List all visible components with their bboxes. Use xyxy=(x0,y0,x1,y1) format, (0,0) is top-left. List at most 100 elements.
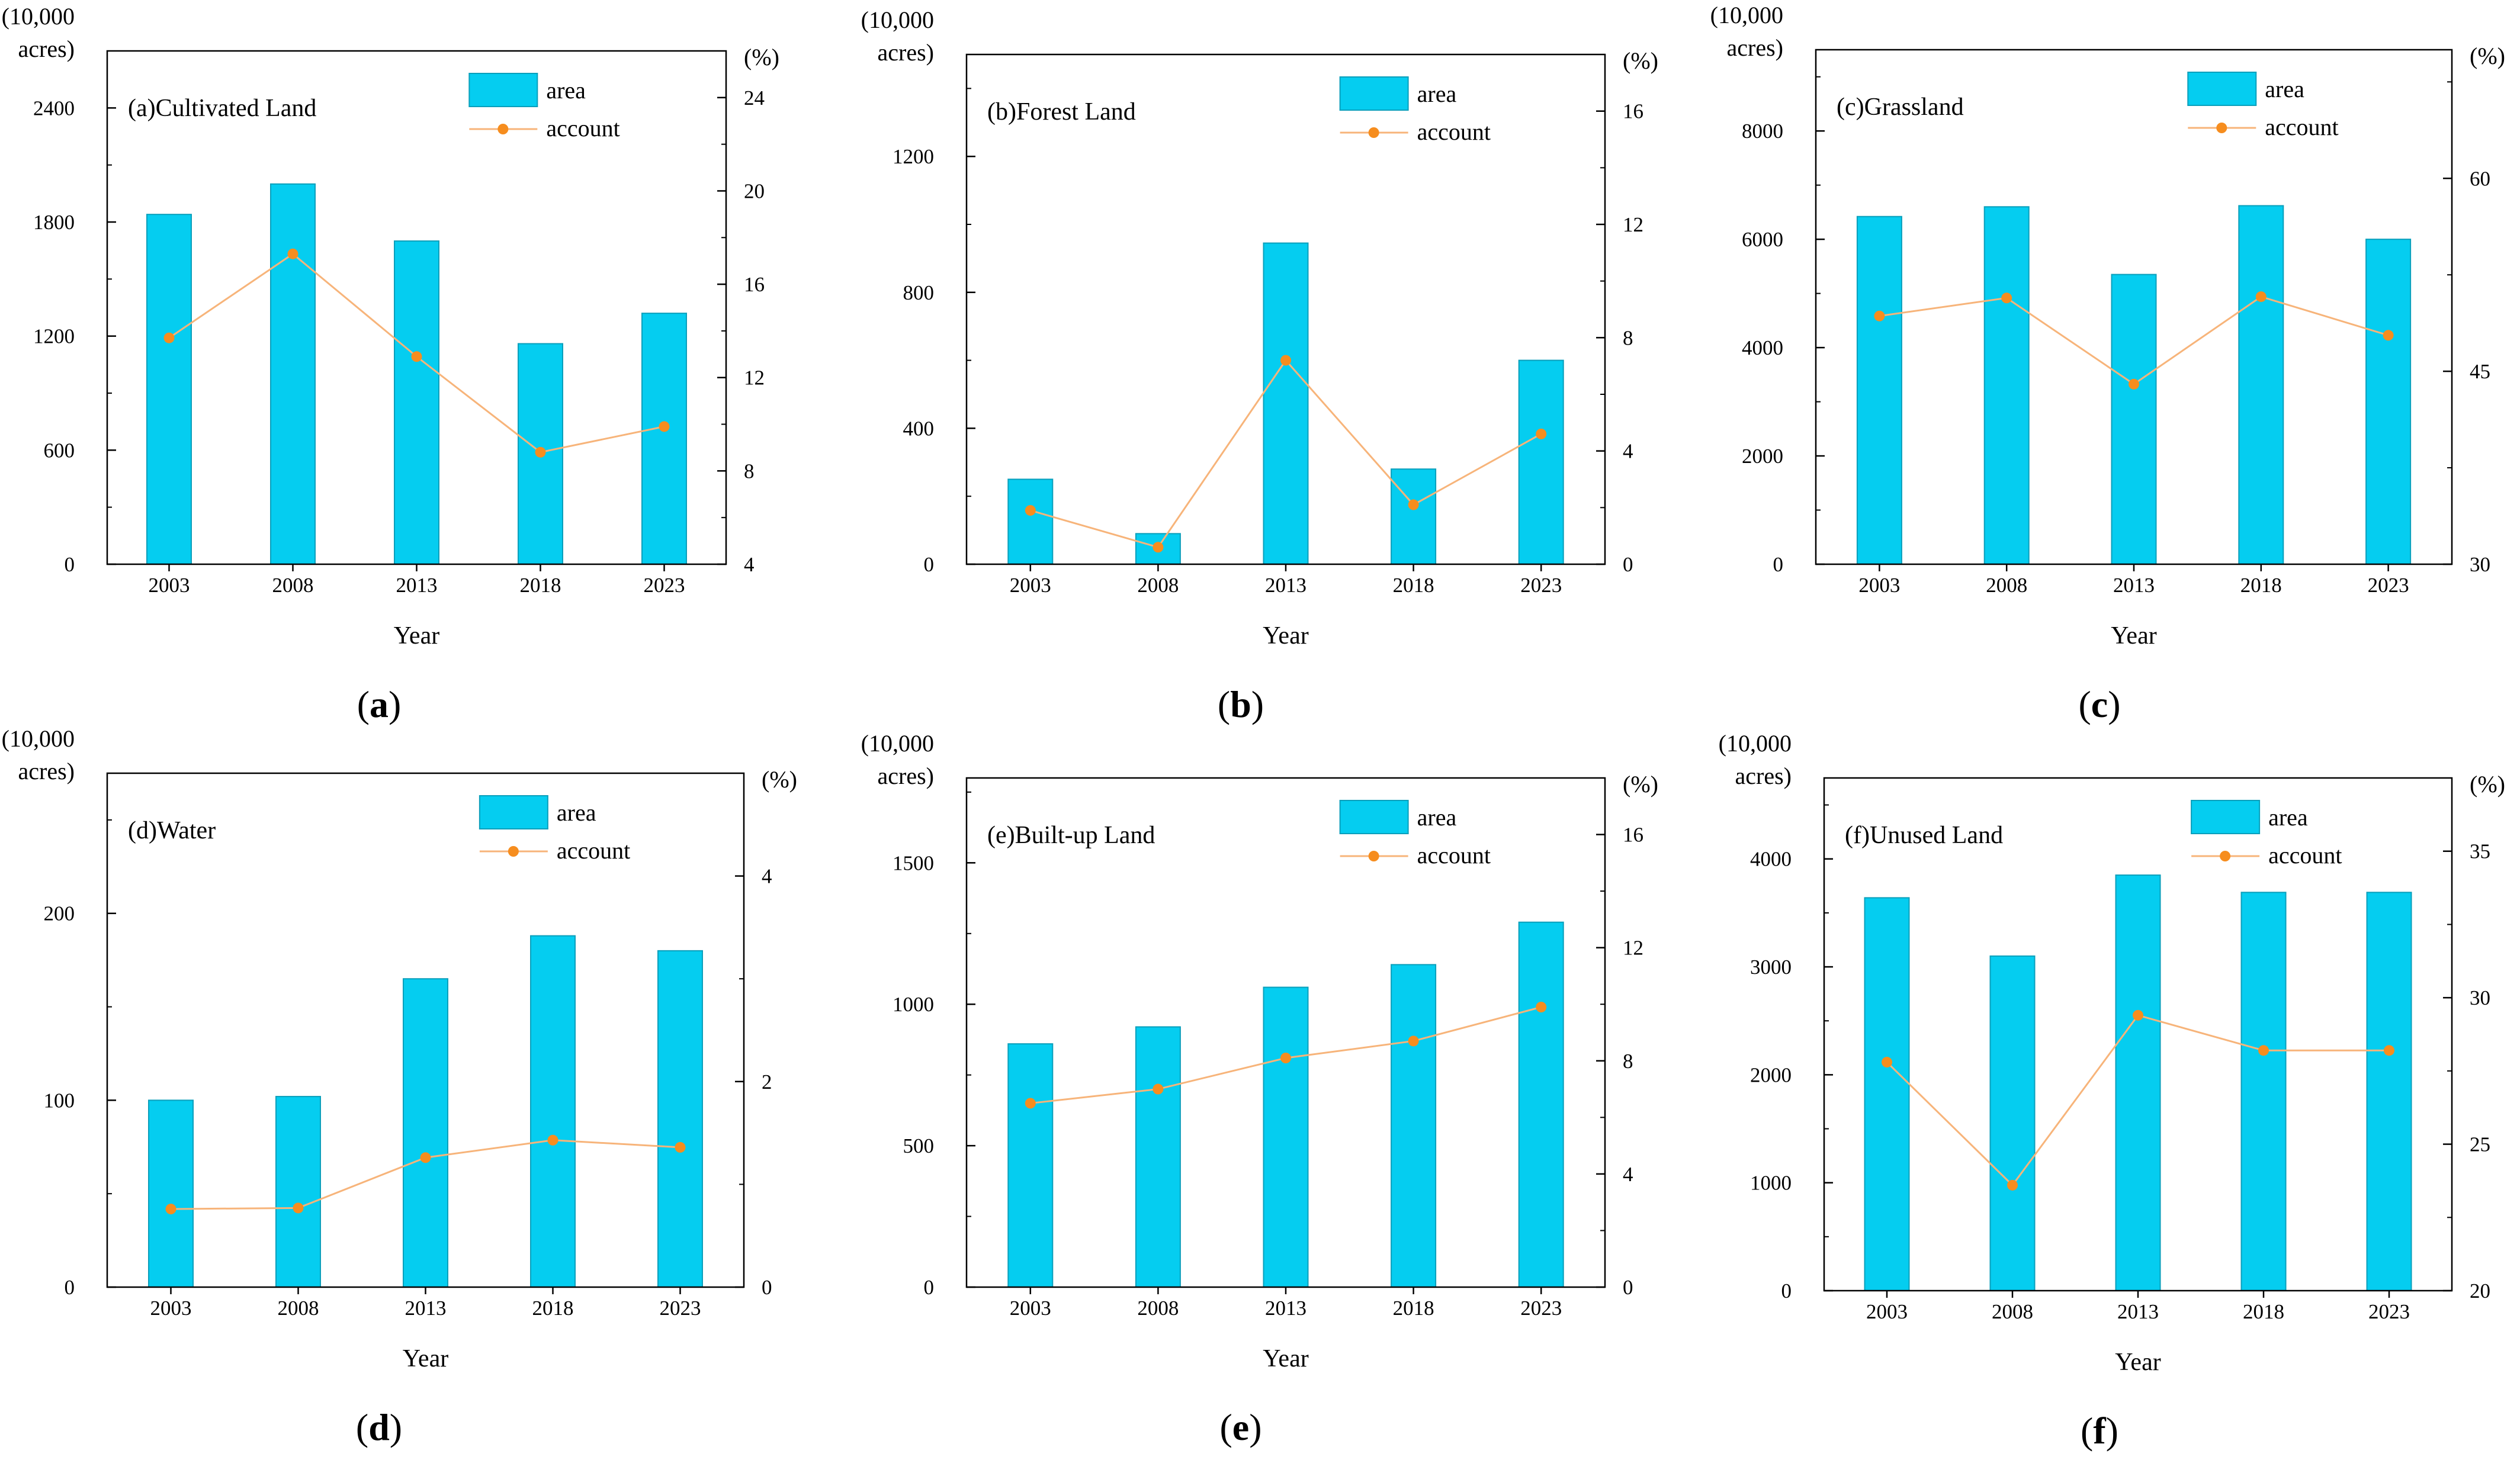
panel-caption: (b) xyxy=(1218,683,1264,725)
bar-area-2023 xyxy=(657,950,703,1288)
x-axis-title: Year xyxy=(403,1345,448,1372)
x-tick-label: 2018 xyxy=(1393,574,1434,597)
x-tick-label: 2023 xyxy=(2368,1300,2410,1323)
bar-area-2018 xyxy=(2238,205,2284,565)
y-left-tick-label: 1200 xyxy=(33,325,75,348)
y-right-tick-label: 12 xyxy=(1623,213,1643,236)
bar-area-2003 xyxy=(148,1099,194,1288)
y-right-unit: (%) xyxy=(762,766,797,793)
y-left-tick-label: 4000 xyxy=(1750,848,1792,871)
x-tick-label: 2003 xyxy=(1866,1300,1908,1323)
y-left-tick-label: 1000 xyxy=(893,993,934,1016)
y-left-tick-label: 600 xyxy=(44,439,75,462)
x-tick-label: 2013 xyxy=(1265,574,1306,597)
y-right-unit: (%) xyxy=(1623,771,1658,797)
y-right-tick-label: 12 xyxy=(744,366,765,390)
panel-f: 2003 2008 2013 2018 2023 0 1000 2000 3000 4000 20 2… xyxy=(1719,730,2505,1452)
y-right-tick-label: 0 xyxy=(1623,553,1633,576)
bar-area-2018 xyxy=(1391,964,1437,1288)
x-axis-title: Year xyxy=(1263,1345,1308,1372)
y-right-tick-label: 4 xyxy=(1623,1163,1633,1186)
y-left-tick-label: 1000 xyxy=(1750,1172,1792,1195)
point-account-2013 xyxy=(1280,355,1291,366)
x-tick-label: 2008 xyxy=(272,574,314,597)
point-account-2008 xyxy=(293,1202,304,1214)
point-account-2023 xyxy=(659,421,670,432)
y-right-unit: (%) xyxy=(1623,47,1658,74)
legend-area-label: area xyxy=(2268,804,2308,831)
y-right-tick-label: 25 xyxy=(2470,1133,2490,1156)
y-right-tick-label: 30 xyxy=(2470,986,2490,1009)
x-tick-label: 2013 xyxy=(1265,1297,1306,1320)
legend-account-marker xyxy=(1368,127,1379,138)
point-account-2013 xyxy=(420,1152,431,1163)
legend-area-swatch xyxy=(479,795,548,829)
x-tick-label: 2013 xyxy=(396,574,438,597)
y-left-unit-line2: acres) xyxy=(1727,34,1783,61)
bar-area-2003 xyxy=(1007,478,1054,565)
legend-area-label: area xyxy=(1417,804,1457,831)
y-left-tick-label: 8000 xyxy=(1742,120,1783,143)
y-left-unit-line1: (10,000 xyxy=(861,7,934,33)
point-account-2023 xyxy=(1536,1002,1547,1012)
panel-caption: (f) xyxy=(2081,1410,2118,1452)
y-left-tick-label: 0 xyxy=(1781,1279,1792,1303)
point-account-2003 xyxy=(1025,1098,1036,1109)
y-left-tick-label: 0 xyxy=(924,553,935,576)
panel-caption: (a) xyxy=(357,683,402,725)
y-left-tick-label: 2000 xyxy=(1750,1063,1792,1086)
legend-account-marker xyxy=(2216,123,2227,133)
panel-b: 2003 2008 2013 2018 2023 0 400 800 1200 0 4 8 12 16 (1… xyxy=(861,7,1658,725)
panel-title: (b)Forest Land xyxy=(987,98,1136,126)
panel-e: 2003 2008 2013 2018 2023 0 500 1000 1500 0 4 8 12 16 (… xyxy=(861,730,1658,1448)
y-right-tick-label: 4 xyxy=(1623,440,1633,463)
legend-area-swatch xyxy=(1339,800,1409,834)
x-axis-title: Year xyxy=(2115,1349,2161,1376)
x-tick-label: 2013 xyxy=(405,1297,447,1320)
legend-account-marker xyxy=(2220,851,2231,861)
panel-d: 2003 2008 2013 2018 2023 0 100 200 0 2 4 (10,000 acr… xyxy=(2,725,797,1448)
y-right-unit: (%) xyxy=(2470,43,2505,69)
bar-area-2008 xyxy=(1135,1026,1181,1288)
point-account-2008 xyxy=(287,248,298,259)
point-account-2023 xyxy=(2384,1045,2394,1056)
y-left-tick-label: 0 xyxy=(65,553,75,576)
x-tick-label: 2018 xyxy=(2243,1300,2284,1323)
x-tick-label: 2023 xyxy=(2368,574,2409,597)
bar-area-2008 xyxy=(1989,955,2036,1291)
panel-title: (a)Cultivated Land xyxy=(128,95,316,122)
panel-caption: (e) xyxy=(1219,1406,1261,1448)
bar-area-2003 xyxy=(146,214,192,565)
y-left-unit-line1: (10,000 xyxy=(2,725,75,752)
bar-area-2008 xyxy=(275,1096,321,1288)
y-left-tick-label: 200 xyxy=(44,902,75,925)
x-tick-label: 2003 xyxy=(150,1297,192,1320)
legend-account-label: account xyxy=(1417,842,1491,869)
panel-c: 2003 2008 2013 2018 2023 0 2000 4000 6000 8000 30 4… xyxy=(1710,2,2505,725)
y-left-unit-line1: (10,000 xyxy=(2,3,75,30)
point-account-2018 xyxy=(1408,1035,1419,1047)
point-account-2023 xyxy=(1536,428,1547,439)
y-left-tick-label: 1200 xyxy=(893,145,934,168)
x-tick-label: 2003 xyxy=(1010,1297,1051,1320)
y-right-unit: (%) xyxy=(744,44,779,70)
point-account-2003 xyxy=(1025,505,1036,516)
point-account-2008 xyxy=(1153,1083,1164,1095)
point-account-2018 xyxy=(2255,291,2267,303)
y-right-tick-label: 0 xyxy=(1623,1276,1633,1299)
y-left-tick-label: 6000 xyxy=(1742,228,1783,251)
bar-area-2003 xyxy=(1856,216,1902,565)
point-account-2003 xyxy=(163,332,175,343)
panel-a: 2003 2008 2013 2018 2023 0 600 1200 1800 2400 4 8 12… xyxy=(2,3,779,725)
panel-title: (d)Water xyxy=(128,817,216,844)
x-tick-label: 2008 xyxy=(1137,1297,1179,1320)
x-tick-label: 2013 xyxy=(2113,574,2155,597)
y-right-tick-label: 4 xyxy=(744,553,755,576)
x-tick-label: 2008 xyxy=(1992,1300,2033,1323)
y-left-tick-label: 2000 xyxy=(1742,445,1783,468)
x-tick-label: 2018 xyxy=(520,574,561,597)
legend-area-swatch xyxy=(1339,76,1409,111)
y-left-tick-label: 400 xyxy=(903,417,935,440)
point-account-2013 xyxy=(2129,378,2139,390)
